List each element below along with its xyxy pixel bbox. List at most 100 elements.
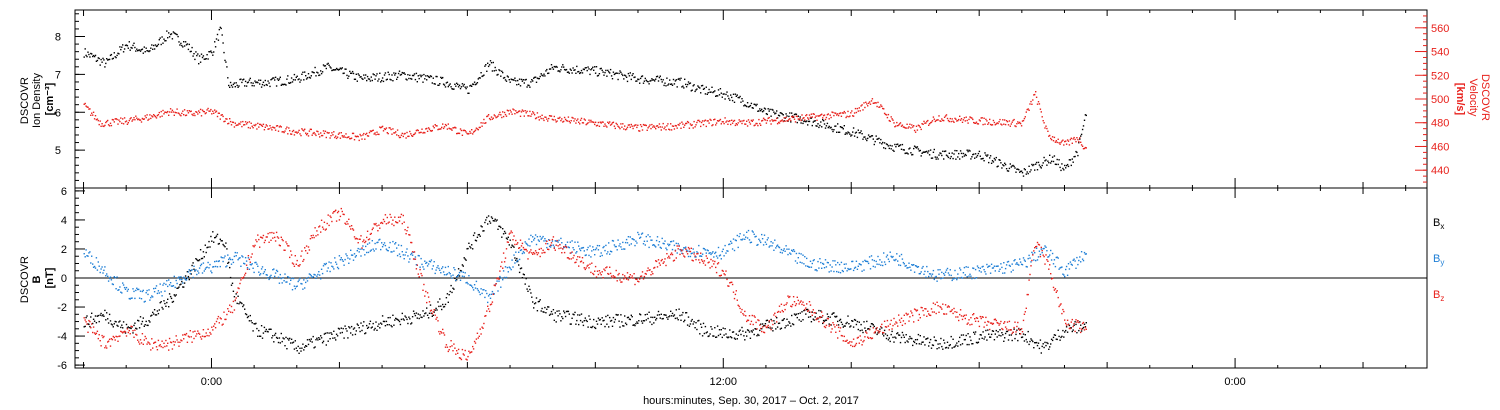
data-point	[249, 261, 251, 263]
data-point	[989, 336, 992, 338]
data-point	[983, 160, 985, 162]
data-point	[746, 120, 748, 122]
data-point	[814, 120, 816, 122]
data-point	[394, 243, 396, 245]
data-point	[153, 342, 155, 344]
data-point	[330, 135, 332, 137]
data-point	[156, 45, 159, 47]
data-point	[391, 74, 393, 76]
data-point	[1057, 257, 1059, 259]
data-point	[402, 72, 404, 74]
data-point	[158, 345, 160, 347]
data-point	[287, 133, 289, 135]
data-point	[328, 64, 330, 66]
data-point	[319, 225, 321, 227]
data-point	[851, 260, 853, 263]
data-point	[912, 344, 914, 347]
data-point	[239, 282, 241, 285]
data-point	[893, 122, 895, 124]
data-point	[154, 116, 157, 118]
data-point	[144, 115, 146, 117]
data-point	[892, 149, 894, 151]
data-point	[147, 293, 149, 296]
data-point	[312, 276, 314, 278]
data-point	[812, 113, 814, 115]
data-point	[1033, 347, 1035, 349]
data-point	[713, 335, 715, 337]
data-point	[376, 131, 378, 133]
data-point	[1079, 321, 1081, 323]
data-point	[909, 266, 911, 268]
data-point	[178, 112, 180, 115]
data-point	[96, 118, 99, 120]
data-point	[907, 127, 909, 129]
data-point	[1055, 338, 1057, 340]
data-point	[229, 257, 231, 259]
data-point	[954, 345, 956, 348]
data-point	[1035, 259, 1037, 262]
data-point	[691, 89, 693, 91]
data-point	[861, 133, 863, 135]
data-point	[183, 45, 186, 47]
data-point	[270, 127, 272, 129]
data-point	[579, 314, 581, 316]
data-point	[604, 71, 606, 74]
data-point	[91, 112, 93, 114]
data-point	[617, 125, 619, 127]
data-point	[319, 274, 321, 276]
data-point	[491, 70, 494, 72]
data-point	[1061, 266, 1063, 268]
data-point	[339, 137, 342, 139]
data-point	[289, 82, 291, 84]
data-point	[897, 125, 899, 127]
data-point	[485, 64, 487, 66]
data-point	[116, 276, 118, 278]
data-point	[746, 329, 749, 331]
data-point	[902, 334, 905, 336]
data-point	[508, 79, 510, 81]
data-point	[122, 44, 124, 46]
data-point	[842, 128, 844, 130]
data-point	[553, 65, 555, 68]
data-point	[191, 46, 193, 49]
data-point	[987, 154, 989, 156]
data-point	[632, 73, 634, 75]
data-point	[753, 233, 755, 235]
data-point	[387, 222, 389, 224]
data-point	[173, 275, 175, 278]
data-point	[140, 342, 143, 344]
data-point	[167, 110, 169, 113]
data-point	[779, 328, 782, 330]
data-point	[909, 123, 911, 125]
data-point	[244, 263, 246, 265]
b-tick-label: -4	[57, 331, 67, 343]
data-point	[889, 144, 891, 147]
data-point	[636, 126, 638, 129]
data-point	[204, 268, 206, 270]
data-point	[408, 77, 410, 80]
data-point	[148, 320, 150, 322]
data-point	[585, 67, 587, 69]
data-point	[409, 258, 411, 260]
data-point	[352, 328, 355, 330]
data-point	[137, 339, 139, 341]
data-point	[915, 147, 918, 149]
data-point	[718, 255, 721, 257]
data-point	[265, 328, 267, 331]
data-point	[672, 240, 675, 242]
data-point	[930, 347, 933, 349]
data-point	[731, 119, 733, 121]
data-point	[237, 295, 239, 297]
data-point	[881, 105, 883, 108]
data-point	[378, 78, 380, 80]
data-point	[154, 44, 157, 46]
data-point	[1072, 138, 1074, 140]
data-point	[1037, 101, 1040, 103]
data-point	[435, 75, 437, 78]
data-point	[1010, 123, 1012, 125]
data-point	[147, 119, 149, 121]
data-point	[788, 248, 790, 250]
data-point	[557, 70, 559, 72]
data-point	[549, 115, 552, 117]
data-point	[795, 313, 798, 315]
